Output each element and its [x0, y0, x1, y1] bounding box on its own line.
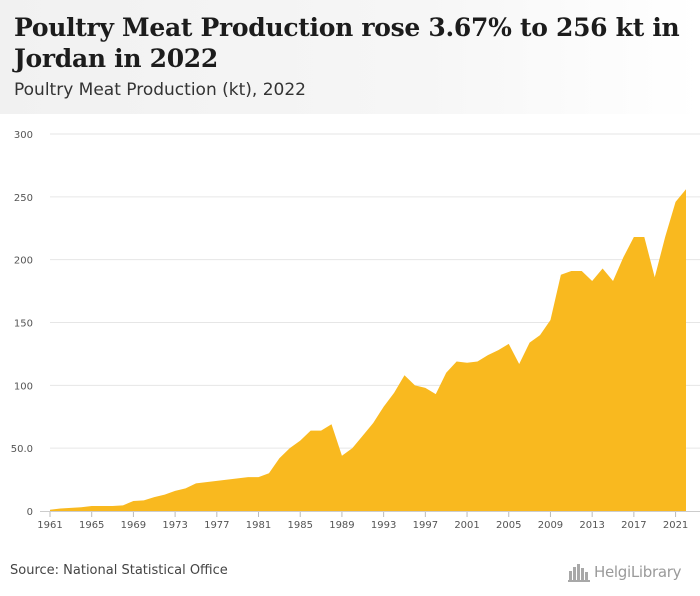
chart-subtitle: Poultry Meat Production (kt), 2022 — [14, 80, 306, 100]
source-note: Source: National Statistical Office — [10, 563, 228, 578]
x-tick-label: 1997 — [413, 520, 438, 531]
series-area — [50, 189, 686, 512]
x-tick-label: 1969 — [121, 520, 146, 531]
y-tick-label: 150 — [14, 319, 33, 330]
city-skyline-icon — [568, 564, 590, 582]
x-tick-label: 2021 — [663, 520, 688, 531]
y-tick-label: 250 — [14, 193, 33, 204]
x-tick-label: 2013 — [579, 520, 604, 531]
x-tick-label: 1989 — [329, 520, 354, 531]
y-tick-label: 300 — [14, 130, 33, 141]
x-tick-label: 2001 — [454, 520, 479, 531]
x-tick-label: 1993 — [371, 520, 396, 531]
x-tick-label: 1961 — [37, 520, 62, 531]
y-tick-label: 100 — [14, 381, 33, 392]
x-tick-label: 1981 — [246, 520, 271, 531]
brand-name: HelgiLibrary — [594, 563, 682, 581]
area-chart: 0 50.0 100 150 200 250 300 1961 1965 1969 1973 197… — [11, 130, 700, 531]
page-title: Poultry Meat Production rose 3.67% to 25… — [14, 13, 680, 73]
header-band: Poultry Meat Production rose 3.67% to 25… — [0, 0, 700, 114]
y-tick-label: 0 — [27, 507, 33, 518]
y-tick-label: 200 — [14, 256, 33, 267]
plot-area — [50, 189, 686, 512]
x-tick-label: 2005 — [496, 520, 521, 531]
y-axis: 0 50.0 100 150 200 250 300 — [11, 130, 33, 518]
x-tick-label: 2017 — [621, 520, 646, 531]
x-tick-label: 1973 — [162, 520, 187, 531]
x-tick-label: 1965 — [79, 520, 104, 531]
x-tick-label: 2009 — [538, 520, 563, 531]
x-tick-label: 1985 — [288, 520, 313, 531]
brand-logo[interactable]: HelgiLibrary — [568, 558, 693, 586]
x-tick-label: 1977 — [204, 520, 229, 531]
y-tick-label: 50.0 — [11, 444, 33, 455]
x-axis: 1961 1965 1969 1973 1977 1981 1985 1989 1993 1997… — [37, 511, 700, 531]
